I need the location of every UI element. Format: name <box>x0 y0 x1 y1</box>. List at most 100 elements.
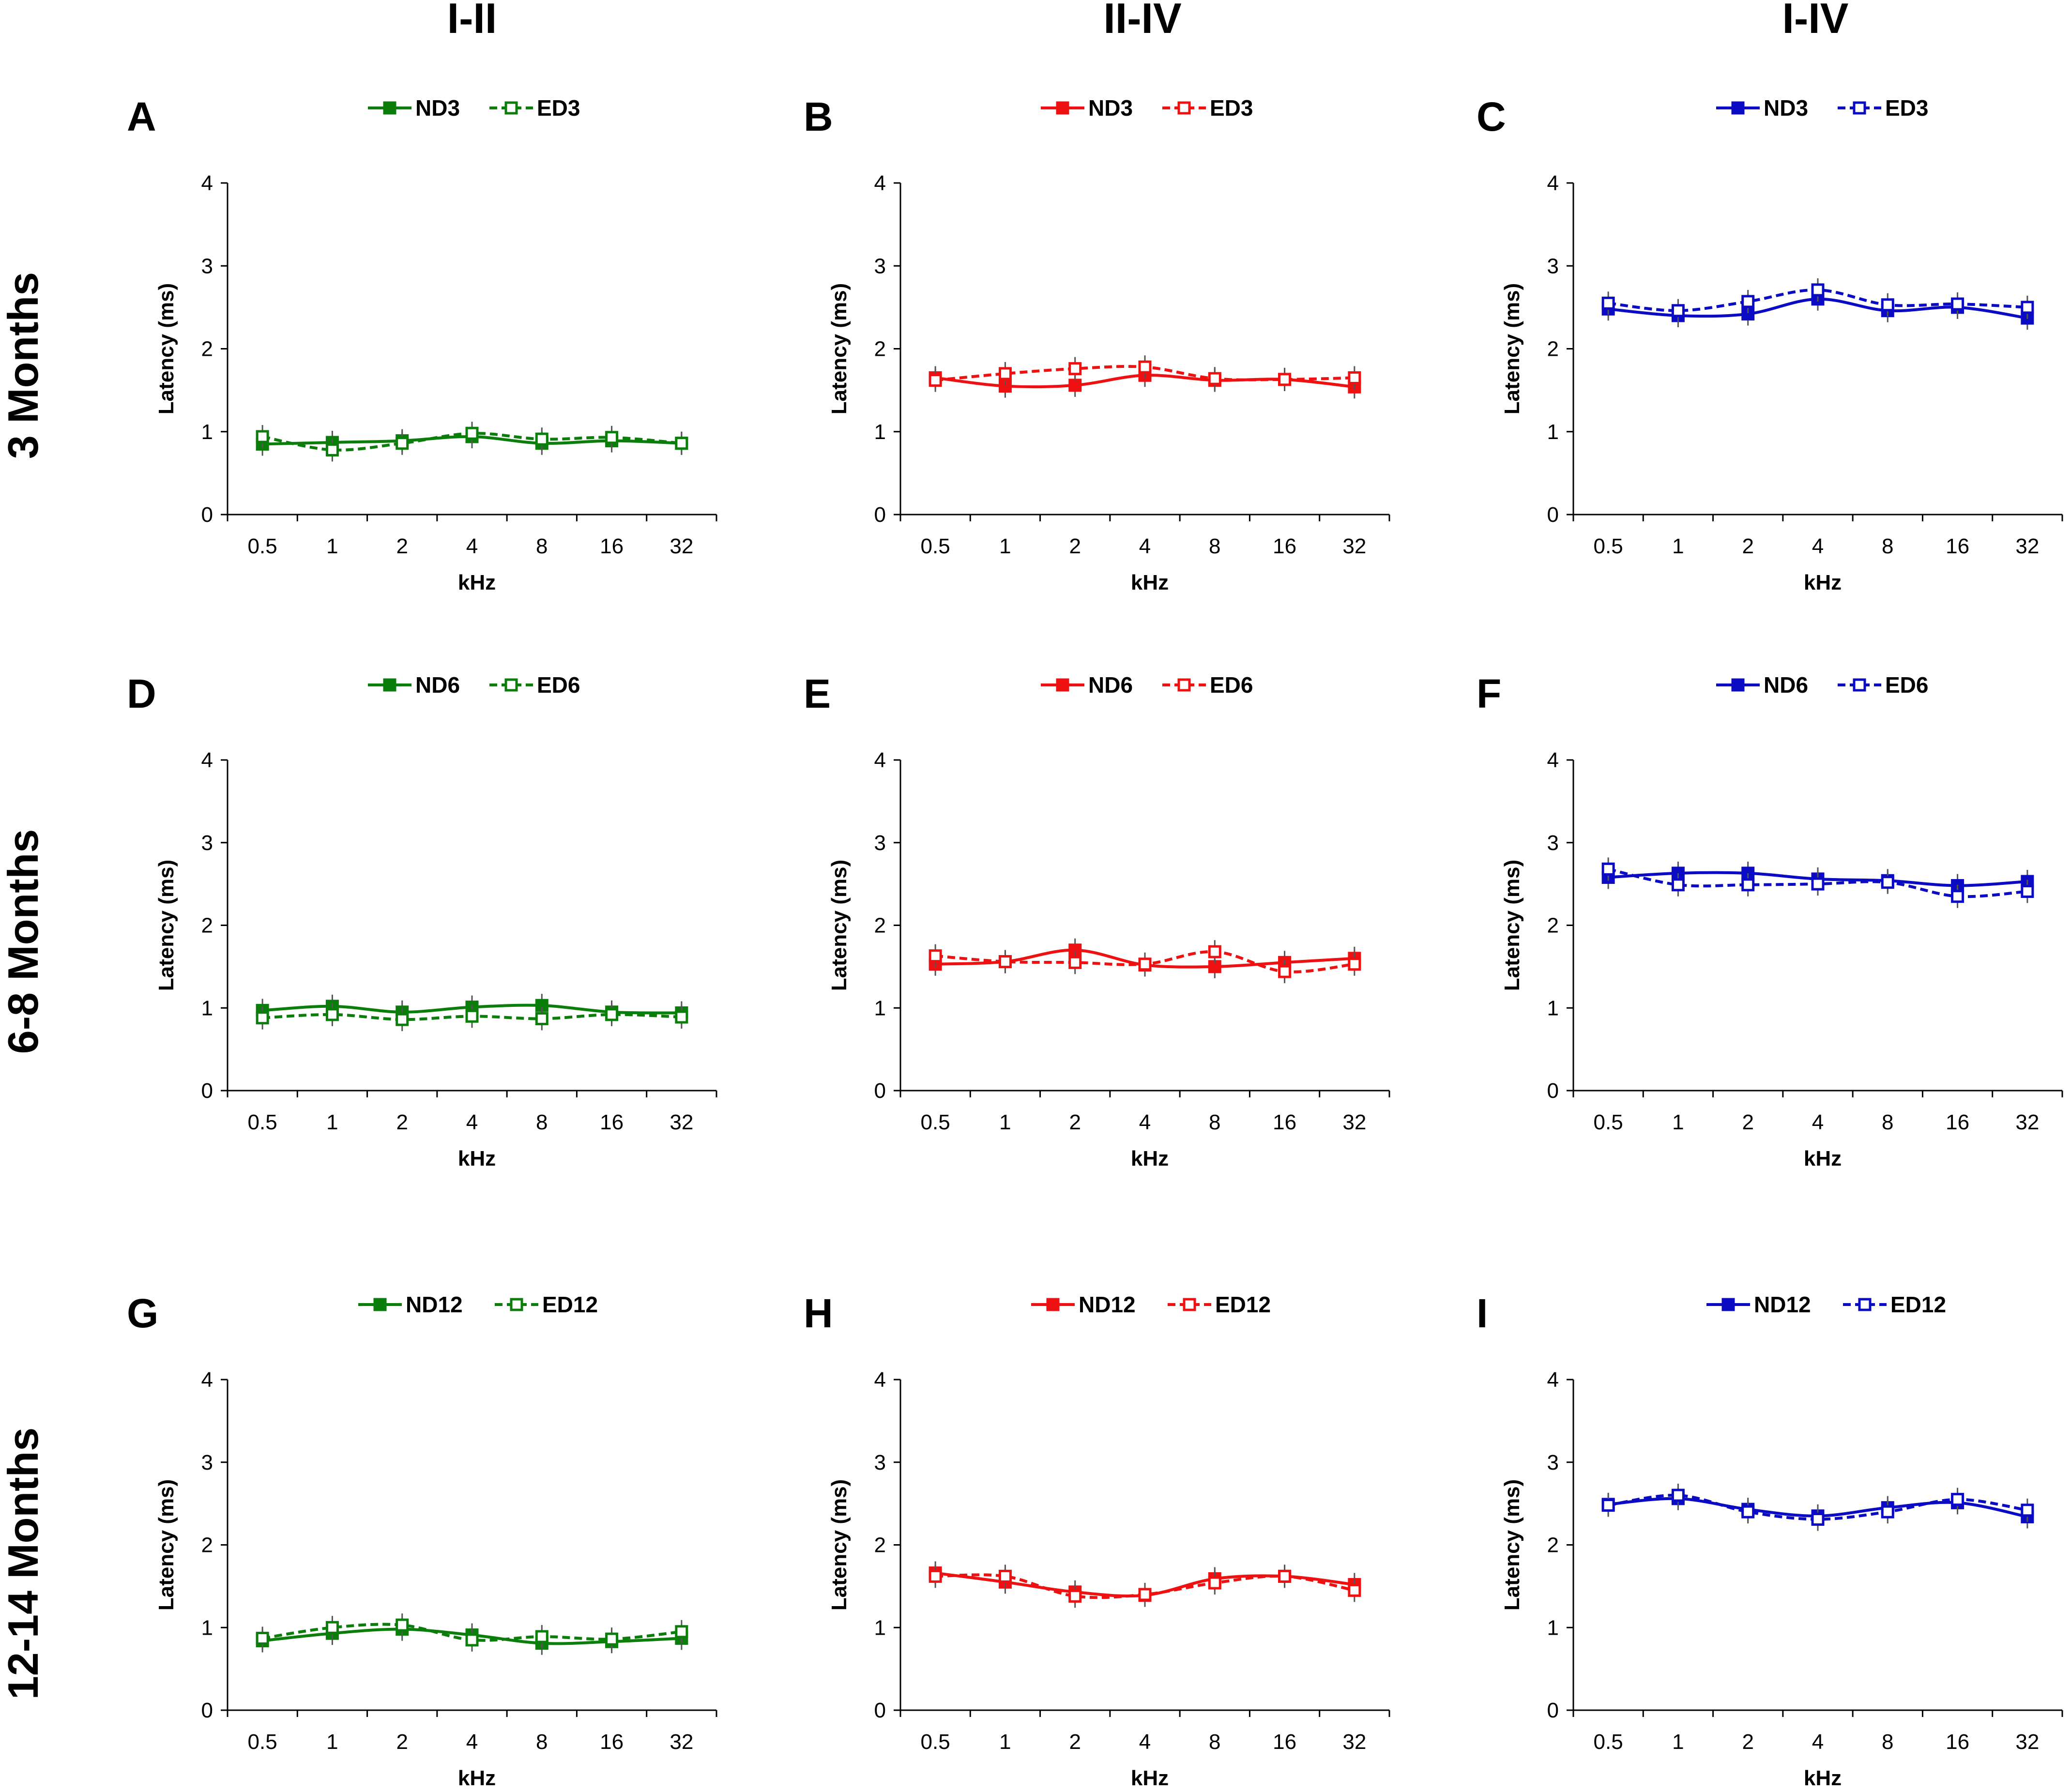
legend-marker-ed3 <box>504 101 518 115</box>
legend-label-nd6: ND6 <box>415 672 460 698</box>
x-axis-label: kHz <box>458 1766 496 1790</box>
data-point-ed3-16 <box>605 431 619 444</box>
x-axis-label: kHz <box>1131 571 1169 594</box>
y-tick-label: 3 <box>201 831 213 855</box>
data-point-ed3-16 <box>1278 373 1292 386</box>
legend-marker-nd12 <box>373 1298 387 1311</box>
y-axis-label: Latency (ms) <box>827 283 851 414</box>
data-point-ed3-2 <box>1741 295 1755 308</box>
data-point-ed6-1 <box>998 955 1012 969</box>
column-header-3: I-IV <box>1782 0 1849 42</box>
y-tick-label: 0 <box>1547 1079 1559 1103</box>
y-tick-label: 2 <box>1547 914 1559 938</box>
data-point-ed3-0.5 <box>1601 296 1615 310</box>
x-tick-label: 2 <box>1742 534 1753 558</box>
y-tick-label: 0 <box>201 1079 213 1103</box>
panel-letter: H <box>804 1291 833 1336</box>
data-point-ed12-4 <box>1811 1513 1825 1526</box>
data-point-ed3-2 <box>396 437 409 450</box>
data-point-nd3-2 <box>1068 379 1082 392</box>
legend: ND12 ED12 <box>1031 1292 1271 1317</box>
data-point-ed6-0.5 <box>929 949 942 963</box>
x-tick-label: 1 <box>326 534 338 558</box>
data-point-ed3-32 <box>1348 371 1361 384</box>
y-tick-label: 3 <box>874 831 886 855</box>
x-tick-label: 4 <box>1812 1730 1824 1754</box>
data-point-ed6-0.5 <box>256 1011 269 1025</box>
legend-label-nd6: ND6 <box>1764 672 1808 698</box>
x-tick-label: 2 <box>1742 1730 1753 1754</box>
x-tick-label: 0.5 <box>248 1730 277 1754</box>
data-point-ed12-4 <box>1138 1588 1152 1601</box>
y-axis-label: Latency (ms) <box>1500 860 1524 991</box>
x-tick-label: 8 <box>1209 1110 1220 1134</box>
y-tick-label: 4 <box>874 748 886 772</box>
legend-label-ed3: ED3 <box>1210 95 1253 121</box>
y-tick-label: 1 <box>201 996 213 1020</box>
x-axis-label: kHz <box>458 1147 496 1170</box>
x-tick-label: 8 <box>536 1730 548 1754</box>
legend-marker-ed12 <box>510 1298 523 1311</box>
series-ed12 <box>256 1613 688 1652</box>
column-header-1: I-II <box>447 0 497 42</box>
x-tick-label: 4 <box>1812 534 1824 558</box>
y-tick-label: 3 <box>874 254 886 278</box>
data-point-ed6-1 <box>325 1008 339 1021</box>
legend-label-ed6: ED6 <box>1885 672 1928 698</box>
y-tick-label: 3 <box>1547 254 1559 278</box>
data-point-ed12-0.5 <box>929 1569 942 1583</box>
data-point-ed6-4 <box>1138 957 1152 971</box>
series-ed3 <box>1601 278 2034 322</box>
y-tick-label: 1 <box>1547 996 1559 1020</box>
y-tick-label: 4 <box>201 1368 213 1392</box>
x-tick-label: 0.5 <box>248 534 277 558</box>
x-tick-label: 32 <box>2015 1110 2039 1134</box>
legend-label-nd3: ND3 <box>415 95 460 121</box>
x-tick-label: 32 <box>1342 1730 1366 1754</box>
y-tick-label: 0 <box>201 503 213 527</box>
series-ed6 <box>256 1002 688 1032</box>
x-tick-label: 16 <box>600 1110 624 1134</box>
data-point-ed6-1 <box>1671 878 1685 892</box>
series-ed6 <box>1601 857 2034 908</box>
legend-marker-nd12 <box>1046 1298 1060 1311</box>
data-point-ed12-8 <box>535 1630 548 1643</box>
x-tick-label: 0.5 <box>921 534 950 558</box>
panel-c: C ND3 ED3 0 1 2 3 4 0.5 1 2 4 8 16 32 kHz Latency (ms) <box>1477 94 2063 594</box>
x-tick-label: 32 <box>2015 1730 2039 1754</box>
x-tick-label: 32 <box>670 1110 693 1134</box>
headers: I-II II-IV I-IV 3 Months 6-8 Months 12-1… <box>0 0 1849 1700</box>
legend-label-nd3: ND3 <box>1088 95 1133 121</box>
series-ed3 <box>256 422 688 462</box>
x-tick-label: 8 <box>1209 1730 1220 1754</box>
x-axis-label: kHz <box>1131 1766 1169 1790</box>
x-tick-label: 16 <box>1273 1110 1296 1134</box>
data-point-ed12-1 <box>325 1621 339 1634</box>
panel-letter: B <box>804 94 833 139</box>
x-tick-label: 4 <box>1139 534 1151 558</box>
data-point-ed3-4 <box>1138 360 1152 374</box>
x-tick-label: 2 <box>1742 1110 1753 1134</box>
x-tick-label: 1 <box>999 534 1011 558</box>
data-point-ed6-8 <box>535 1012 548 1025</box>
data-point-ed12-0.5 <box>256 1631 269 1645</box>
series-ed6 <box>929 940 1361 984</box>
x-tick-label: 4 <box>466 534 478 558</box>
data-point-ed12-32 <box>675 1625 688 1639</box>
x-tick-label: 16 <box>1946 534 1969 558</box>
data-point-ed12-2 <box>396 1618 409 1632</box>
legend-label-ed12: ED12 <box>1215 1292 1271 1317</box>
y-tick-label: 2 <box>201 914 213 938</box>
x-tick-label: 32 <box>670 534 693 558</box>
data-point-ed12-32 <box>2021 1503 2034 1517</box>
data-point-ed6-2 <box>396 1013 409 1026</box>
y-tick-label: 4 <box>874 171 886 195</box>
x-tick-label: 0.5 <box>1594 534 1623 558</box>
panel-b: B ND3 ED3 0 1 2 3 4 0.5 1 2 4 8 16 32 kHz Latency (ms) <box>804 94 1390 594</box>
data-point-ed3-32 <box>2021 301 2034 314</box>
y-tick-label: 4 <box>1547 748 1559 772</box>
x-tick-label: 32 <box>670 1730 693 1754</box>
legend-label-ed6: ED6 <box>1210 672 1253 698</box>
y-axis-label: Latency (ms) <box>1500 283 1524 414</box>
panel-letter: C <box>1477 94 1506 139</box>
